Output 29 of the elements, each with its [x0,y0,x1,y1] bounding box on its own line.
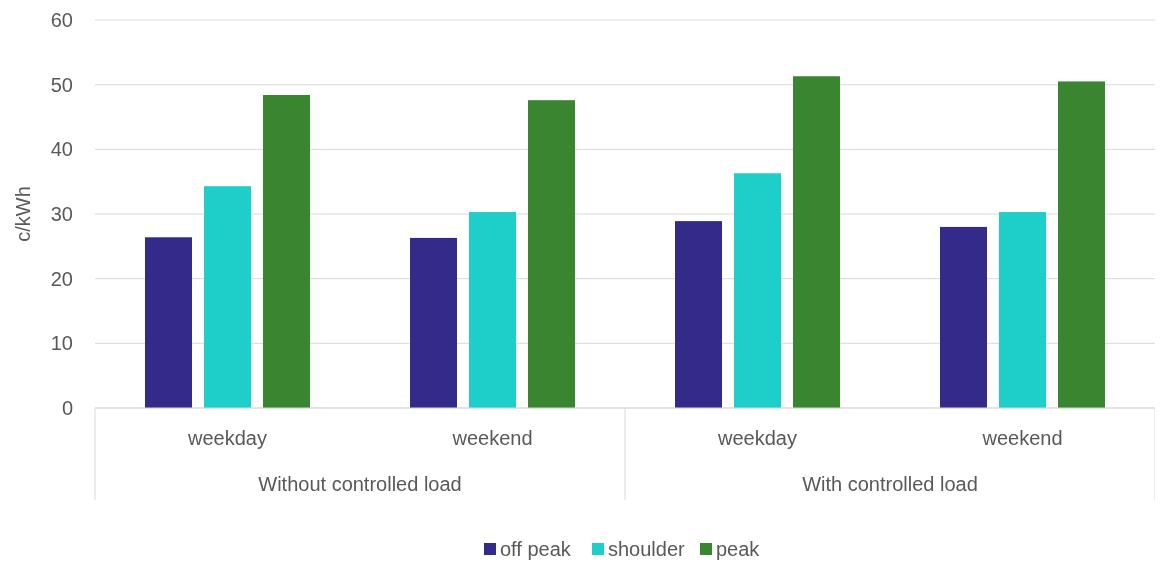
x-tick-label: weekend [981,427,1063,449]
x-tick-label: weekday [717,427,797,449]
bar [734,173,781,408]
bar [793,76,840,408]
y-tick-label: 60 [50,9,73,31]
y-tick-label: 20 [50,267,73,290]
bar [675,221,722,408]
text: With controlled load [802,473,978,495]
bar [999,212,1046,408]
x-tick-label: weekday [187,427,267,449]
bar [1058,81,1105,408]
text: Without controlled load [258,473,462,495]
x-tick-label: weekend [451,427,533,449]
y-tick-label: 40 [50,138,73,161]
bar [469,212,516,408]
y-tick-label: 30 [50,203,73,225]
legend-label: shoulder [608,538,686,560]
bar [940,226,987,408]
y-tick-label: 10 [50,332,73,355]
legend-label: off peak [500,538,572,560]
legend-label: peak [716,538,761,560]
y-axis-title: c/kWh [12,186,34,242]
bar [263,95,310,408]
bar [145,237,192,408]
y-tick-label: 0 [61,397,73,419]
bar [410,237,457,408]
bar [528,100,575,408]
y-tick-label: 50 [50,73,73,96]
bar [204,186,251,408]
